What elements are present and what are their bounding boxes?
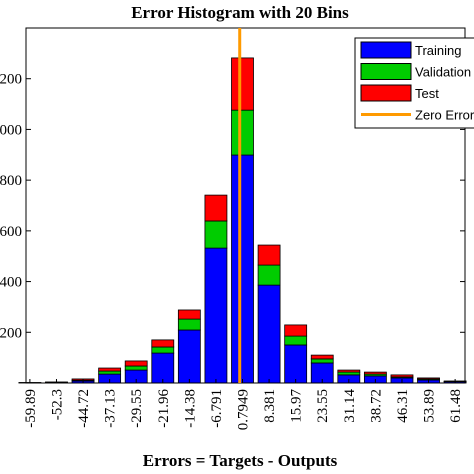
bar-segment bbox=[98, 370, 122, 375]
x-tick-label: 15.97 bbox=[289, 389, 305, 423]
bar-segment bbox=[257, 284, 281, 384]
bar-segment bbox=[204, 194, 228, 222]
y-tick-label: 800 bbox=[0, 173, 22, 189]
bar-segment bbox=[151, 346, 175, 354]
legend-swatch bbox=[360, 63, 412, 80]
legend-swatch bbox=[360, 41, 412, 59]
x-tick-label: -44.72 bbox=[76, 389, 92, 428]
x-tick-label: 46.31 bbox=[395, 389, 411, 423]
x-tick-label: -21.96 bbox=[156, 389, 172, 428]
bar-segment bbox=[284, 344, 308, 384]
bar-segment bbox=[337, 369, 361, 373]
x-tick-label: -59.89 bbox=[23, 389, 39, 428]
x-tick-label: 38.72 bbox=[368, 389, 384, 423]
bar-segment bbox=[310, 354, 334, 360]
y-tick-label: 1000 bbox=[0, 122, 22, 138]
bar-segment bbox=[204, 247, 228, 384]
bar-segment bbox=[177, 329, 201, 384]
x-tick-label: 61.48 bbox=[448, 389, 464, 423]
bar-segment bbox=[231, 154, 254, 384]
x-tick-label: 31.14 bbox=[342, 389, 358, 423]
x-tick-label: -52.3 bbox=[49, 389, 65, 420]
bar-segment bbox=[257, 264, 281, 286]
bar-segment bbox=[390, 374, 414, 378]
x-tick-label: -6.791 bbox=[209, 389, 225, 428]
bar-segment bbox=[124, 360, 148, 367]
x-axis-label: Errors = Targets - Outputs bbox=[143, 451, 338, 470]
axes-box bbox=[25, 27, 466, 384]
bar-segment bbox=[231, 109, 254, 156]
bar-segment bbox=[284, 324, 308, 337]
bar-segment bbox=[284, 335, 308, 346]
y-tick-label: 600 bbox=[0, 224, 22, 240]
bar-segment bbox=[98, 367, 122, 372]
x-tick-label: 0.7949 bbox=[236, 389, 252, 430]
chart-title: Error Histogram with 20 Bins bbox=[131, 3, 349, 22]
y-tick-label: 200 bbox=[0, 325, 22, 341]
bar-segment bbox=[151, 339, 175, 348]
x-tick-label: 53.89 bbox=[422, 389, 438, 423]
x-tick-label: -14.38 bbox=[182, 389, 198, 428]
legend-label: Zero Error bbox=[415, 108, 474, 123]
legend-label: Training bbox=[415, 43, 461, 58]
bar-segment bbox=[310, 358, 334, 364]
bar-segment bbox=[417, 377, 440, 380]
legend: Training Validation Test Zero Error bbox=[354, 37, 474, 129]
x-tick-label: 8.381 bbox=[262, 389, 278, 423]
x-tick-label: -29.55 bbox=[129, 389, 145, 428]
legend-label: Test bbox=[415, 86, 439, 101]
legend-swatch bbox=[360, 84, 412, 102]
bar-segment bbox=[231, 57, 254, 111]
bar-segment bbox=[204, 220, 228, 249]
bar-segment bbox=[177, 318, 201, 331]
y-tick-label: 1200 bbox=[0, 72, 22, 88]
bar-segment bbox=[337, 371, 361, 376]
x-tick-label: -37.13 bbox=[103, 389, 119, 428]
x-tick-label: 23.55 bbox=[315, 389, 331, 423]
legend-label: Validation bbox=[415, 65, 471, 80]
bar-segment bbox=[363, 371, 387, 375]
bar-segment bbox=[177, 309, 201, 320]
y-tick-label: 400 bbox=[0, 275, 22, 291]
bar-segment bbox=[257, 244, 281, 266]
bar-segment bbox=[124, 365, 148, 371]
bar-segment bbox=[151, 352, 175, 384]
